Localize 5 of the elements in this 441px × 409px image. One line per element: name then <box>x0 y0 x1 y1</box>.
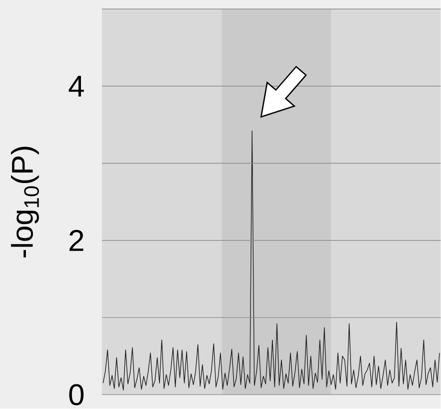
line-series <box>102 130 440 391</box>
y-tick-label: 2 <box>70 230 84 252</box>
y-tick-label: 4 <box>68 76 84 97</box>
y-axis-title: -log$_{10}$(P) <box>10 146 39 258</box>
y-tick-label: 0 <box>69 384 84 406</box>
